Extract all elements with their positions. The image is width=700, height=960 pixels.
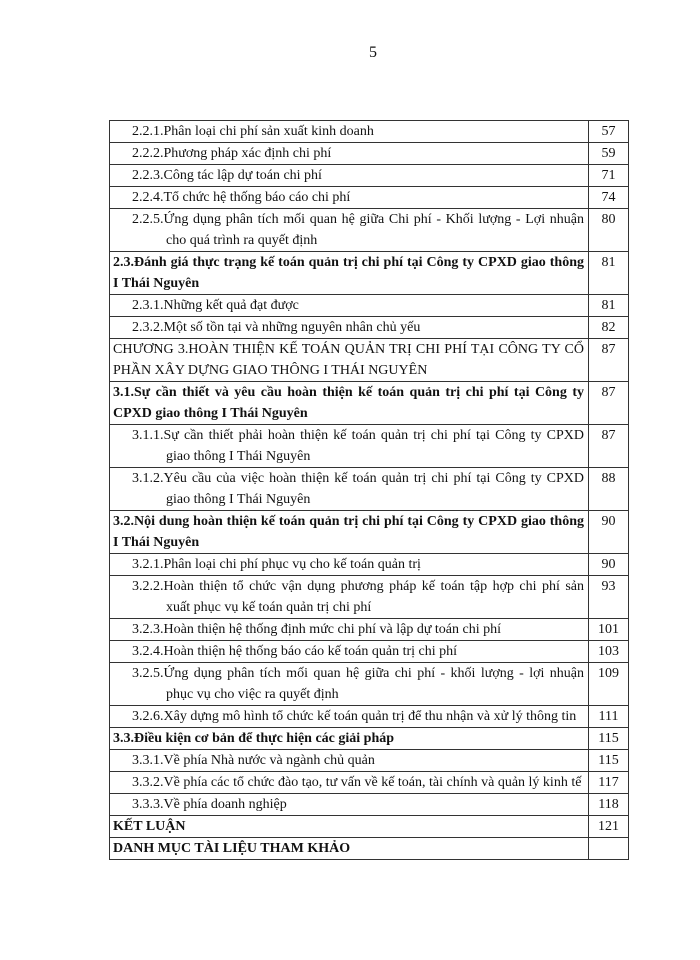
- toc-entry-title: 3.2.4.Hoàn thiện hệ thống báo cáo kế toá…: [109, 640, 589, 663]
- toc-entry-page: 80: [588, 208, 629, 252]
- toc-row: 2.2.4.Tổ chức hệ thống báo cáo chi phí 74: [109, 186, 629, 209]
- toc-row: 3.3.3.Về phía doanh nghiệp 118: [109, 793, 629, 816]
- toc-entry-page: 101: [588, 618, 629, 641]
- toc-entry-title: 3.2.Nội dung hoàn thiện kế toán quản trị…: [109, 510, 589, 554]
- toc-entry-page: 82: [588, 316, 629, 339]
- toc-entry-title: 3.1.Sự cần thiết và yêu cầu hoàn thiện k…: [109, 381, 589, 425]
- toc-entry-title: 2.3.Đánh giá thực trạng kế toán quản trị…: [109, 251, 589, 295]
- toc-row: 2.3.1.Những kết quả đạt được 81: [109, 294, 629, 317]
- toc-entry-page: 115: [588, 727, 629, 750]
- toc-entry-page: 87: [588, 381, 629, 425]
- table-of-contents: 2.2.1.Phân loại chi phí sản xuất kinh do…: [109, 120, 629, 860]
- toc-row: KẾT LUẬN 121: [109, 815, 629, 838]
- toc-entry-title: 3.1.2.Yêu cầu của việc hoàn thiện kế toá…: [109, 467, 589, 511]
- toc-entry-title: 2.2.1.Phân loại chi phí sản xuất kinh do…: [109, 120, 589, 143]
- toc-entry-page: 74: [588, 186, 629, 209]
- toc-entry-title: 3.1.1.Sự cần thiết phải hoàn thiện kế to…: [109, 424, 589, 468]
- toc-entry-page: 88: [588, 467, 629, 511]
- toc-entry-title: 2.2.2.Phương pháp xác định chi phí: [109, 142, 589, 165]
- toc-entry-page: 103: [588, 640, 629, 663]
- toc-row: 3.2.6.Xây dựng mô hình tổ chức kế toán q…: [109, 705, 629, 728]
- toc-entry-page: [588, 837, 629, 860]
- toc-entry-page: 59: [588, 142, 629, 165]
- toc-row: 3.3.2.Về phía các tổ chức đào tạo, tư vấ…: [109, 771, 629, 794]
- toc-row: 2.2.2.Phương pháp xác định chi phí 59: [109, 142, 629, 165]
- toc-entry-page: 115: [588, 749, 629, 772]
- toc-entry-page: 57: [588, 120, 629, 143]
- toc-row: 3.2.2.Hoàn thiện tổ chức vận dụng phương…: [109, 575, 629, 619]
- toc-row: 3.2.1.Phân loại chi phí phục vụ cho kế t…: [109, 553, 629, 576]
- toc-entry-title: CHƯƠNG 3.HOÀN THIỆN KẾ TOÁN QUẢN TRỊ CHI…: [109, 338, 589, 382]
- toc-row: 2.3.Đánh giá thực trạng kế toán quản trị…: [109, 251, 629, 295]
- toc-entry-title: 3.3.2.Về phía các tổ chức đào tạo, tư vấ…: [109, 771, 589, 794]
- toc-entry-title: KẾT LUẬN: [109, 815, 589, 838]
- toc-row: 3.1.2.Yêu cầu của việc hoàn thiện kế toá…: [109, 467, 629, 511]
- toc-entry-page: 90: [588, 553, 629, 576]
- toc-entry-page: 81: [588, 251, 629, 295]
- toc-entry-title: 2.2.5.Ứng dụng phân tích mối quan hệ giữ…: [109, 208, 589, 252]
- toc-entry-page: 111: [588, 705, 629, 728]
- toc-entry-page: 109: [588, 662, 629, 706]
- toc-entry-page: 117: [588, 771, 629, 794]
- toc-entry-title: 3.3.1.Về phía Nhà nước và ngành chủ quản: [109, 749, 589, 772]
- toc-entry-title: 2.2.3.Công tác lập dự toán chi phí: [109, 164, 589, 187]
- toc-entry-title: 2.3.1.Những kết quả đạt được: [109, 294, 589, 317]
- toc-entry-page: 93: [588, 575, 629, 619]
- toc-entry-page: 90: [588, 510, 629, 554]
- page-number: 5: [369, 44, 377, 61]
- toc-row: 3.2.4.Hoàn thiện hệ thống báo cáo kế toá…: [109, 640, 629, 663]
- toc-row: 3.1.Sự cần thiết và yêu cầu hoàn thiện k…: [109, 381, 629, 425]
- toc-entry-page: 121: [588, 815, 629, 838]
- toc-entry-page: 118: [588, 793, 629, 816]
- toc-row: 3.2.Nội dung hoàn thiện kế toán quản trị…: [109, 510, 629, 554]
- toc-row: 3.3.1.Về phía Nhà nước và ngành chủ quản…: [109, 749, 629, 772]
- toc-entry-title: 3.2.1.Phân loại chi phí phục vụ cho kế t…: [109, 553, 589, 576]
- toc-row: 2.3.2.Một số tồn tại và những nguyên nhâ…: [109, 316, 629, 339]
- toc-entry-title: 3.2.5.Ứng dụng phân tích mối quan hệ giữ…: [109, 662, 589, 706]
- toc-entry-page: 87: [588, 424, 629, 468]
- toc-row: 2.2.1.Phân loại chi phí sản xuất kinh do…: [109, 120, 629, 143]
- toc-entry-title: 2.2.4.Tổ chức hệ thống báo cáo chi phí: [109, 186, 589, 209]
- toc-entry-title: 2.3.2.Một số tồn tại và những nguyên nhâ…: [109, 316, 589, 339]
- toc-entry-title: 3.2.2.Hoàn thiện tổ chức vận dụng phương…: [109, 575, 589, 619]
- toc-entry-title: 3.3.Điều kiện cơ bản để thực hiện các gi…: [109, 727, 589, 750]
- toc-row: 3.2.5.Ứng dụng phân tích mối quan hệ giữ…: [109, 662, 629, 706]
- toc-entry-page: 71: [588, 164, 629, 187]
- toc-row: 2.2.5.Ứng dụng phân tích mối quan hệ giữ…: [109, 208, 629, 252]
- toc-row: 2.2.3.Công tác lập dự toán chi phí 71: [109, 164, 629, 187]
- toc-row: CHƯƠNG 3.HOÀN THIỆN KẾ TOÁN QUẢN TRỊ CHI…: [109, 338, 629, 382]
- toc-row: 3.2.3.Hoàn thiện hệ thống định mức chi p…: [109, 618, 629, 641]
- toc-entry-page: 81: [588, 294, 629, 317]
- toc-row: DANH MỤC TÀI LIỆU THAM KHẢO: [109, 837, 629, 860]
- toc-entry-page: 87: [588, 338, 629, 382]
- toc-entry-title: 3.2.3.Hoàn thiện hệ thống định mức chi p…: [109, 618, 589, 641]
- toc-row: 3.3.Điều kiện cơ bản để thực hiện các gi…: [109, 727, 629, 750]
- toc-entry-title: 3.2.6.Xây dựng mô hình tổ chức kế toán q…: [109, 705, 589, 728]
- toc-entry-title: DANH MỤC TÀI LIỆU THAM KHẢO: [109, 837, 589, 860]
- toc-entry-title: 3.3.3.Về phía doanh nghiệp: [109, 793, 589, 816]
- toc-row: 3.1.1.Sự cần thiết phải hoàn thiện kế to…: [109, 424, 629, 468]
